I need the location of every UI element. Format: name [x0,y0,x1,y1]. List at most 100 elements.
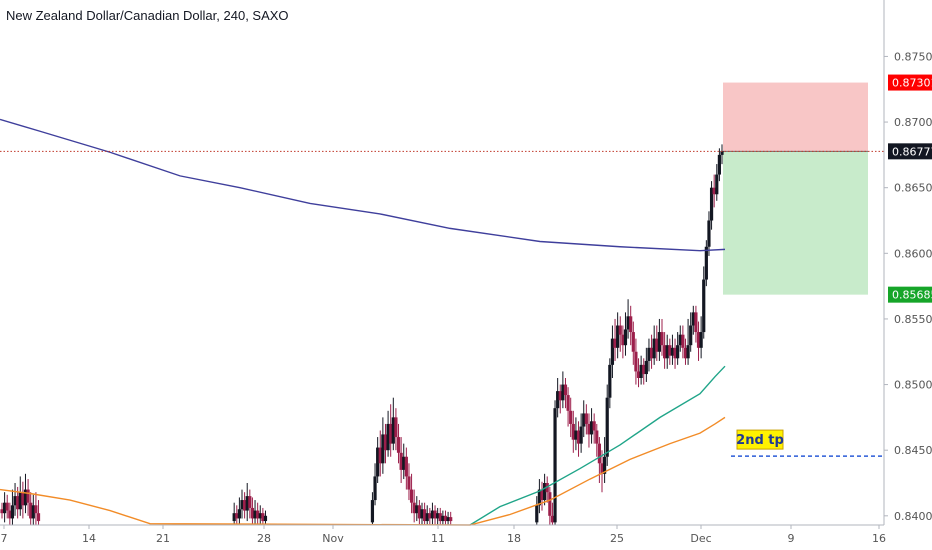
candle [649,334,654,369]
candle-body [21,492,25,506]
candle [592,413,596,444]
candle [253,500,257,525]
candle-body [29,502,33,519]
candle [571,410,575,453]
price-label-box [888,143,932,160]
candle-body [563,384,568,396]
candle-body [709,187,714,221]
candle-body [237,509,241,519]
candle [248,489,252,519]
candle [548,486,552,525]
candle [665,334,669,369]
candle-body [683,347,688,359]
candle [391,397,395,451]
candle-body [537,489,541,506]
candle [574,417,578,451]
candle [696,321,701,361]
candle [702,266,706,339]
candle-body [686,345,690,359]
price-label-text: 0.85685 [892,289,932,302]
candle-body [717,154,721,175]
candle-body [660,332,664,346]
position-zones [723,82,868,295]
candle-body [579,426,583,444]
candle [717,148,721,182]
candle [420,502,424,525]
candle [639,355,643,385]
candle-body [634,351,638,372]
candle [240,489,244,519]
candle-body [696,332,701,348]
x-tick-label: 9 [788,532,795,545]
candle-body [618,325,622,335]
candle-body [34,505,38,514]
candle-body [558,391,562,401]
candle-body [417,505,421,519]
candle-body [597,443,601,464]
candle-body [430,510,435,519]
candle-body [621,334,625,346]
candle [5,494,9,519]
candle-body [13,496,17,506]
candle [715,164,719,201]
candle [603,437,607,483]
candle [438,507,442,525]
candle [589,408,594,444]
candle [616,312,620,359]
candle-body [235,513,239,519]
candle-body [582,413,586,427]
candle [608,358,612,409]
second-tp-label: 2nd tp [736,433,784,448]
candle [626,299,630,339]
candle [676,332,680,365]
x-tick-label: 28 [257,532,271,545]
candle [443,510,448,525]
price-label: 0.87301 [888,74,932,91]
candle [647,338,651,372]
candle [394,408,398,451]
candle-body [31,505,35,519]
candle-body [712,187,716,195]
candle [31,494,35,525]
candle-body [566,395,570,411]
candle [558,384,562,414]
candle-body [550,515,555,523]
candle [18,476,22,516]
candle [535,496,539,525]
candle [613,318,617,361]
candle [579,413,583,453]
candle [689,312,693,352]
candle-body [256,510,260,519]
candle-body [425,513,429,522]
candle [412,489,416,523]
candle-body [250,507,255,519]
candle-body [647,347,651,361]
candle [537,479,541,514]
stop-loss-zone [723,82,868,152]
candle [36,500,41,525]
candle [29,492,33,525]
candle [423,502,427,525]
candle-body [386,423,390,451]
candle [263,510,268,525]
candle-body [704,246,708,280]
candle-body [389,423,393,444]
candle-body [8,510,12,519]
candle-body [715,174,719,195]
candle-body [436,513,440,519]
candle [34,492,38,525]
candle-body [415,505,419,514]
candle-body [603,456,607,474]
candle [587,413,591,448]
candle [584,404,588,435]
candle-body [443,515,448,522]
candle-body [639,364,643,378]
candle [407,463,411,501]
candle [683,338,688,365]
time-axis[interactable]: 7 14 21 28 Nov 11 18 25 Dec 9 16 [0,524,886,545]
candle [381,417,385,474]
candle-body [576,430,581,444]
